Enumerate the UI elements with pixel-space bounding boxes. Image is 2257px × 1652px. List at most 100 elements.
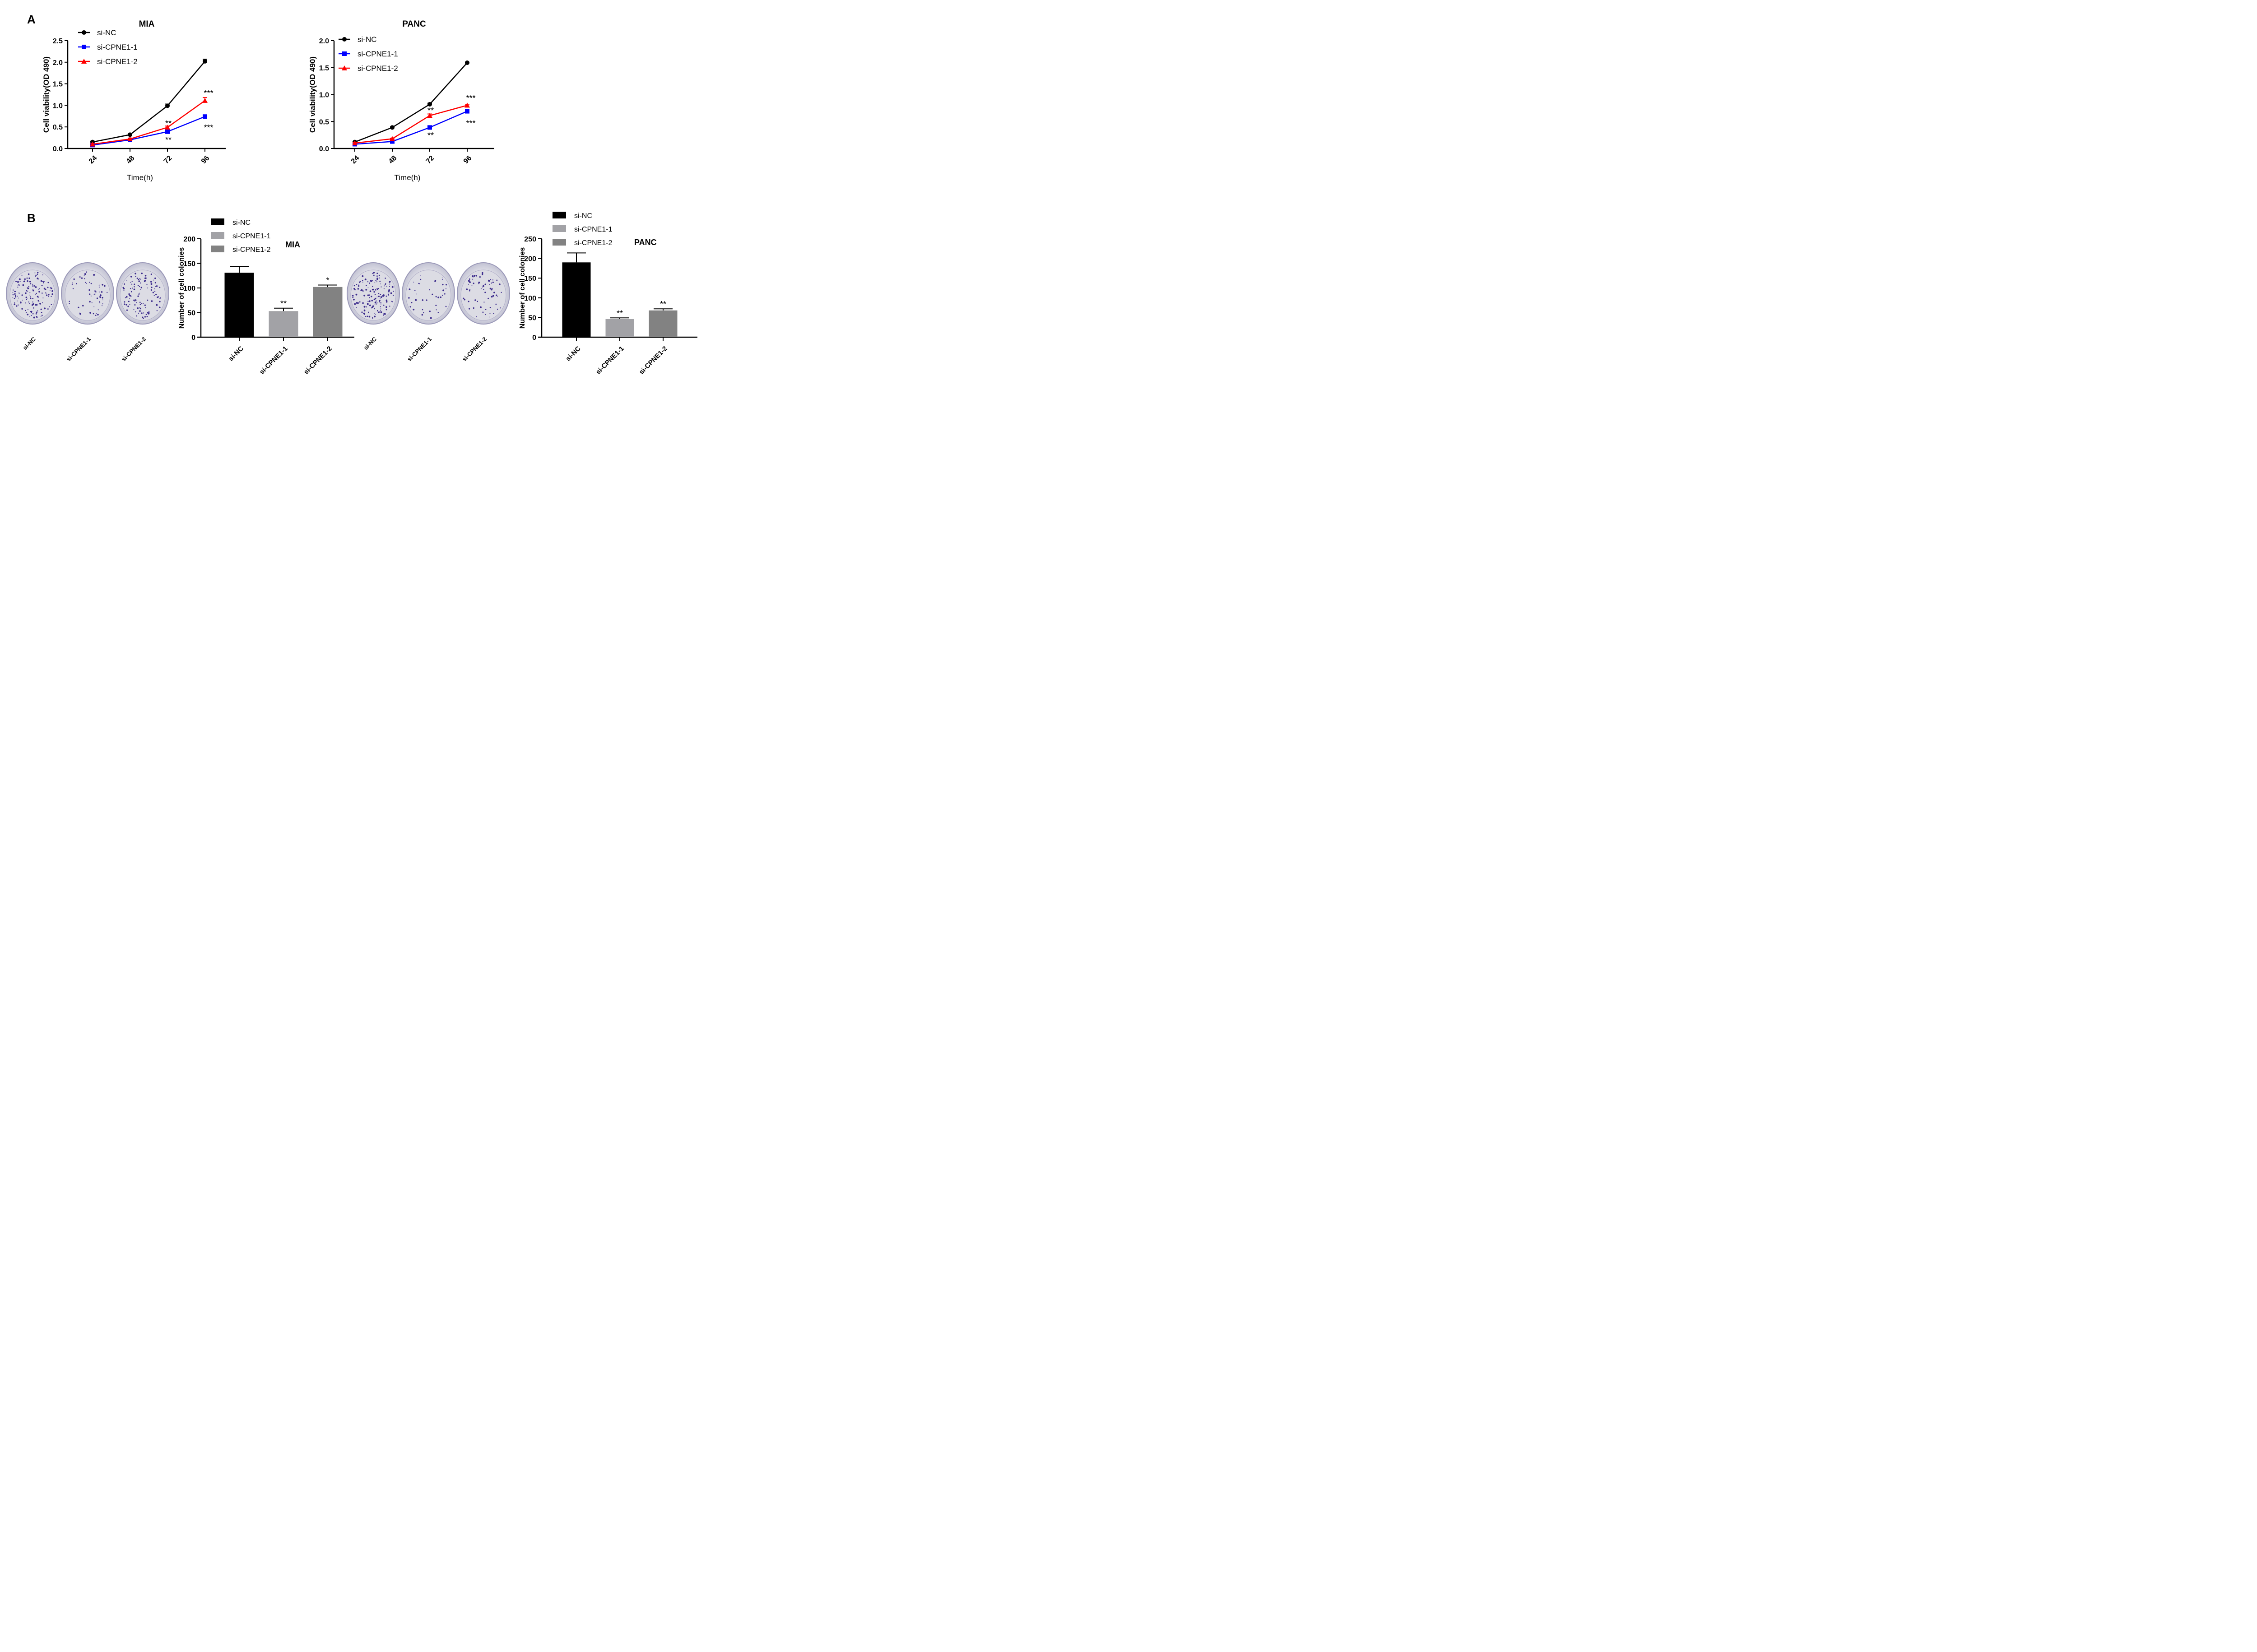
colony-dot xyxy=(372,317,373,319)
colony-dot xyxy=(144,304,146,306)
colony-dot xyxy=(16,305,18,307)
colony-dot xyxy=(90,295,92,297)
colony-dot xyxy=(155,286,157,288)
colony-dot xyxy=(492,281,494,283)
legend-swatch xyxy=(211,218,224,225)
colony-dot xyxy=(36,304,38,306)
colony-dot xyxy=(368,316,371,318)
x-tick-label: si-CPNE1-2 xyxy=(302,345,334,376)
colony-dot xyxy=(367,303,369,305)
colony-dot xyxy=(136,315,138,317)
colony-dot xyxy=(49,290,51,291)
data-point xyxy=(165,103,170,108)
colony-dot xyxy=(437,297,440,298)
colony-dot xyxy=(376,288,377,289)
colony-dot xyxy=(130,288,131,289)
data-point xyxy=(427,113,432,118)
colony-dot xyxy=(29,281,31,283)
colony-dot xyxy=(473,283,474,284)
data-point xyxy=(165,125,170,130)
bar-si-cpne1-2 xyxy=(649,310,678,337)
colony-dot xyxy=(47,282,49,283)
colony-dot xyxy=(90,283,92,284)
colony-dot xyxy=(29,294,30,296)
colony-dot xyxy=(493,313,495,314)
colony-dot xyxy=(376,303,377,305)
x-axis-label: Time(h) xyxy=(395,173,421,182)
colony-dot xyxy=(426,299,427,301)
colony-dot xyxy=(134,286,135,288)
colony-dot xyxy=(379,311,381,313)
colony-dot xyxy=(33,307,34,309)
data-point xyxy=(165,129,170,134)
dish-label: si-NC xyxy=(22,335,37,351)
colony-dot xyxy=(33,290,34,292)
colony-dot xyxy=(413,308,415,311)
colony-dot xyxy=(382,295,383,297)
colony-dot xyxy=(359,282,360,283)
colony-dot xyxy=(37,278,38,279)
dish-si-cpne1-1: si-CPNE1-1 xyxy=(61,262,114,361)
colony-dot xyxy=(26,290,28,292)
colony-dot xyxy=(369,304,371,306)
colony-dot xyxy=(98,285,100,286)
colony-dot xyxy=(489,288,492,290)
colony-dot xyxy=(374,316,376,318)
colony-dot xyxy=(139,304,141,305)
colony-dot xyxy=(93,306,95,307)
colony-dot xyxy=(365,316,366,317)
colony-dot xyxy=(496,279,498,281)
dish-si-cpne1-1: si-CPNE1-1 xyxy=(402,262,455,361)
colony-dot xyxy=(36,311,37,313)
colony-dot xyxy=(84,275,85,276)
colony-dot xyxy=(491,296,493,298)
mia-bar-chart: 0 50 100 150 200 Number of cell colonies si-NC… xyxy=(178,218,354,376)
colony-dot xyxy=(468,301,469,302)
colony-dot xyxy=(374,312,375,314)
chart-title: MIA xyxy=(139,19,155,29)
colony-dot xyxy=(376,300,377,302)
colony-dot xyxy=(51,293,54,295)
bar-si-nc xyxy=(562,262,591,337)
legend-label: si-CPNE1-1 xyxy=(97,43,138,51)
colony-dot xyxy=(432,293,433,295)
colony-dot xyxy=(376,310,378,312)
significance-label: *** xyxy=(466,119,475,128)
colony-dot xyxy=(12,297,14,298)
colony-dot xyxy=(25,312,27,313)
colony-dot xyxy=(471,275,474,277)
colony-dot xyxy=(126,279,127,281)
colony-dot xyxy=(374,294,376,295)
colony-dot xyxy=(14,293,16,295)
colony-dot xyxy=(154,277,156,279)
colony-dot xyxy=(380,306,381,307)
significance-label: *** xyxy=(204,89,213,98)
colony-dot xyxy=(436,309,437,311)
colony-dot xyxy=(156,304,157,305)
colony-dot xyxy=(84,278,85,279)
colony-dot xyxy=(493,292,495,293)
colony-dot xyxy=(379,301,380,302)
colony-dot xyxy=(485,314,486,316)
colony-dot xyxy=(30,311,31,312)
colony-dot xyxy=(418,283,419,284)
colony-dot xyxy=(373,299,375,300)
colony-dot xyxy=(130,291,132,292)
colony-dot xyxy=(94,290,96,292)
colony-dot xyxy=(499,283,501,285)
colony-dot xyxy=(130,282,131,283)
colony-dot xyxy=(25,292,27,294)
colony-dot xyxy=(429,289,430,291)
colony-dot xyxy=(358,284,360,286)
colony-dot xyxy=(82,305,84,307)
colony-dot xyxy=(39,302,41,305)
colony-dot xyxy=(367,281,369,283)
colony-dot xyxy=(139,302,141,303)
colony-dot xyxy=(28,277,30,279)
colony-dot xyxy=(464,298,466,301)
dish-inner xyxy=(120,269,166,321)
colony-dot xyxy=(139,289,141,290)
colony-dot xyxy=(26,299,28,300)
x-tick-label: 96 xyxy=(462,154,474,166)
significance-label: ** xyxy=(617,309,623,318)
